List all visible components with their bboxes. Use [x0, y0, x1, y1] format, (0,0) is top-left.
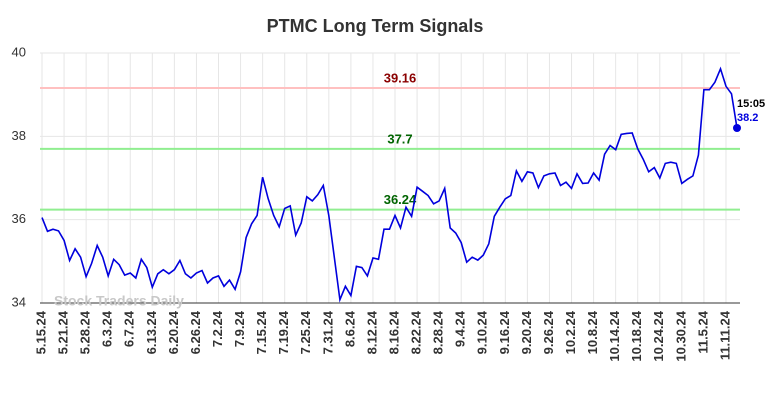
last-value: 38.2	[737, 112, 758, 124]
x-tick-label: 8.16.24	[386, 310, 401, 354]
x-tick-label: 5.21.24	[56, 310, 71, 354]
signal-label: 39.16	[384, 70, 417, 85]
x-tick-label: 7.15.24	[254, 310, 269, 354]
y-tick-label: 34	[12, 294, 26, 309]
x-tick-label: 10.24.24	[651, 310, 666, 361]
x-tick-label: 7.25.24	[298, 310, 313, 354]
x-tick-label: 7.2.24	[210, 310, 225, 347]
x-tick-label: 5.15.24	[33, 310, 48, 354]
x-tick-label: 6.3.24	[100, 310, 115, 347]
x-tick-label: 6.7.24	[122, 310, 137, 347]
last-time: 15:05	[737, 98, 765, 110]
y-tick-label: 40	[12, 44, 26, 59]
x-tick-label: 10.8.24	[585, 310, 600, 354]
x-tick-label: 8.22.24	[409, 310, 424, 354]
x-tick-label: 8.6.24	[342, 310, 357, 347]
y-tick-label: 36	[12, 211, 26, 226]
x-tick-label: 10.2.24	[563, 310, 578, 354]
signal-label: 36.24	[384, 192, 417, 207]
x-tick-label: 10.18.24	[629, 310, 644, 361]
y-tick-label: 38	[12, 128, 26, 143]
x-tick-label: 7.31.24	[320, 310, 335, 354]
x-tick-label: 6.20.24	[166, 310, 181, 354]
x-tick-label: 5.28.24	[78, 310, 93, 354]
last-point	[733, 124, 741, 132]
signal-label: 37.7	[387, 131, 412, 146]
x-tick-label: 6.13.24	[144, 310, 159, 354]
x-tick-label: 9.16.24	[497, 310, 512, 354]
x-tick-label: 8.12.24	[364, 310, 379, 354]
x-tick-label: 9.26.24	[541, 310, 556, 354]
x-tick-label: 9.10.24	[475, 310, 490, 354]
x-tick-label: 9.20.24	[519, 310, 534, 354]
watermark: Stock Traders Daily	[54, 293, 184, 309]
x-tick-label: 11.11.24	[717, 310, 732, 360]
price-line	[41, 66, 738, 303]
x-tick-label: 10.30.24	[673, 310, 688, 361]
x-tick-label: 9.4.24	[453, 310, 468, 347]
x-tick-label: 8.28.24	[431, 310, 446, 354]
chart-title: PTMC Long Term Signals	[267, 16, 484, 36]
x-tick-label: 7.9.24	[232, 310, 247, 347]
x-tick-label: 10.14.24	[607, 310, 622, 361]
x-tick-label: 6.26.24	[188, 310, 203, 354]
x-tick-label: 11.5.24	[695, 310, 710, 353]
x-tick-label: 7.19.24	[276, 310, 291, 354]
